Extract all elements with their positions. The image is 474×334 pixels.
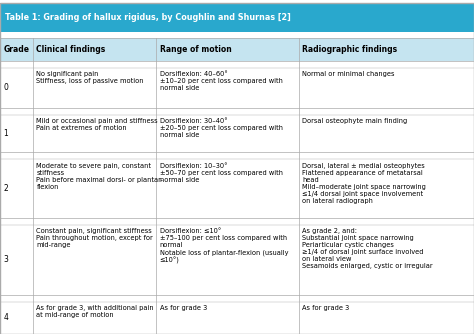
Text: Radiographic findings: Radiographic findings xyxy=(302,45,397,54)
Text: Dorsal, lateral ± medial osteophytes
Flattened appearance of metatarsal
head
Mil: Dorsal, lateral ± medial osteophytes Fla… xyxy=(302,163,426,204)
Text: As for grade 3, with additional pain
at mid-range of motion: As for grade 3, with additional pain at … xyxy=(36,305,154,318)
FancyBboxPatch shape xyxy=(0,61,474,68)
FancyBboxPatch shape xyxy=(0,302,474,334)
FancyBboxPatch shape xyxy=(0,115,474,153)
Text: 3: 3 xyxy=(3,256,8,265)
Text: Dorsal osteophyte main finding: Dorsal osteophyte main finding xyxy=(302,118,407,124)
Text: 1: 1 xyxy=(3,129,8,138)
Text: Moderate to severe pain, constant
stiffness
Pain before maximal dorsi- or planta: Moderate to severe pain, constant stiffn… xyxy=(36,163,164,190)
FancyBboxPatch shape xyxy=(0,108,474,115)
Text: Constant pain, significant stiffness
Pain throughout motion, except for
mid-rang: Constant pain, significant stiffness Pai… xyxy=(36,228,153,248)
FancyBboxPatch shape xyxy=(0,38,474,61)
Text: As for grade 3: As for grade 3 xyxy=(302,305,349,311)
FancyBboxPatch shape xyxy=(0,225,474,295)
Text: Range of motion: Range of motion xyxy=(160,45,231,54)
FancyBboxPatch shape xyxy=(0,3,474,32)
FancyBboxPatch shape xyxy=(0,68,474,108)
FancyBboxPatch shape xyxy=(0,159,474,218)
Text: Dorsiflexion: 40–60°
±10–20 per cent loss compared with
normal side: Dorsiflexion: 40–60° ±10–20 per cent los… xyxy=(160,71,283,91)
Text: 2: 2 xyxy=(3,184,8,193)
Text: Table 1: Grading of hallux rigidus, by Coughlin and Shurnas [2]: Table 1: Grading of hallux rigidus, by C… xyxy=(5,13,291,22)
Text: As grade 2, and:
Substantial joint space narrowing
Periarticular cystic changes
: As grade 2, and: Substantial joint space… xyxy=(302,228,433,269)
Text: Dorsiflexion: 30–40°
±20–50 per cent loss compared with
normal side: Dorsiflexion: 30–40° ±20–50 per cent los… xyxy=(160,118,283,138)
FancyBboxPatch shape xyxy=(0,153,474,159)
Text: 4: 4 xyxy=(3,313,8,322)
Text: As for grade 3: As for grade 3 xyxy=(160,305,207,311)
Text: Grade: Grade xyxy=(3,45,29,54)
Text: Mild or occasional pain and stiffness
Pain at extremes of motion: Mild or occasional pain and stiffness Pa… xyxy=(36,118,158,131)
FancyBboxPatch shape xyxy=(0,218,474,225)
FancyBboxPatch shape xyxy=(0,295,474,302)
Text: No significant pain
Stiffness, loss of passive motion: No significant pain Stiffness, loss of p… xyxy=(36,71,144,85)
Text: 0: 0 xyxy=(3,84,8,93)
Text: Dorsiflexion: ≤10°
±75–100 per cent loss compared with
normal
Notable loss of pl: Dorsiflexion: ≤10° ±75–100 per cent loss… xyxy=(160,228,288,264)
Text: Dorsiflexion: 10–30°
±50–70 per cent loss compared with
normal side: Dorsiflexion: 10–30° ±50–70 per cent los… xyxy=(160,163,283,183)
Text: Clinical findings: Clinical findings xyxy=(36,45,106,54)
Text: Normal or minimal changes: Normal or minimal changes xyxy=(302,71,394,77)
